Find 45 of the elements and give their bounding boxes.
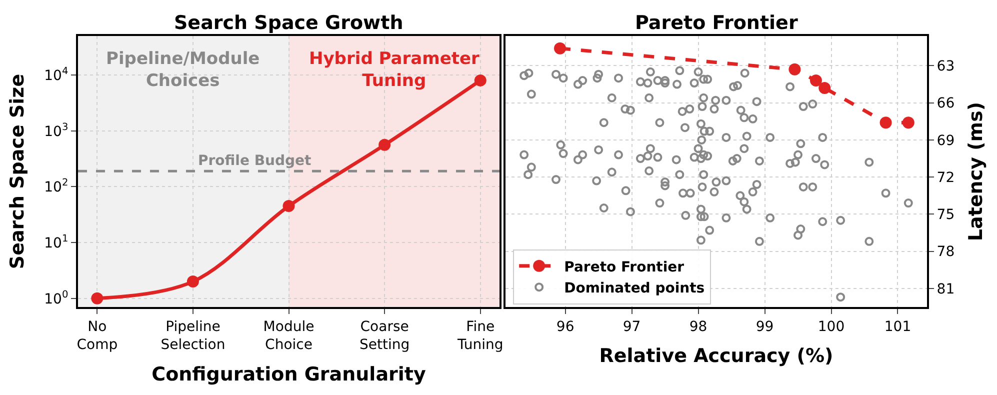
point bbox=[554, 42, 566, 54]
point bbox=[810, 74, 822, 87]
y2-tick-label: 81 bbox=[936, 281, 955, 298]
x-tick-label: 99 bbox=[756, 318, 774, 335]
y2-tick-label: 63 bbox=[936, 58, 955, 75]
x-axis-title: Relative Accuracy (%) bbox=[599, 345, 834, 368]
x-tick-label: Pipeline Selection bbox=[160, 318, 226, 353]
x-tick-label: Module Choice bbox=[263, 318, 314, 353]
y2-tick-label: 66 bbox=[936, 96, 955, 112]
y-tick-label: 10$^{3}$ bbox=[44, 122, 68, 140]
x-tick-label: 98 bbox=[689, 318, 708, 335]
y2-tick-label: 75 bbox=[936, 207, 955, 224]
ref-line-label: Profile Budget bbox=[198, 153, 312, 169]
point bbox=[818, 82, 831, 94]
x-tick-label: 96 bbox=[556, 318, 574, 335]
x-tick-label: No Comp bbox=[76, 318, 118, 353]
chart-title: Search Space Growth bbox=[174, 12, 404, 34]
x-tick-label: 100 bbox=[818, 318, 845, 335]
point bbox=[91, 292, 104, 304]
point bbox=[186, 276, 199, 288]
x-tick-label: 101 bbox=[884, 318, 912, 335]
y-axis-title: Search Space Size bbox=[6, 74, 28, 270]
x-axis-title: Configuration Granularity bbox=[152, 363, 426, 386]
y-tick-label: 10$^{1}$ bbox=[44, 234, 68, 252]
point bbox=[902, 116, 914, 129]
x-tick-label: 97 bbox=[622, 318, 641, 335]
y-tick-label: 10$^{4}$ bbox=[44, 66, 68, 84]
y-tick-label: 10$^{2}$ bbox=[44, 178, 68, 196]
band-label: Hybrid Parameter Tuning bbox=[309, 49, 480, 92]
y2-tick-label: 69 bbox=[936, 132, 955, 149]
point bbox=[880, 116, 892, 129]
point bbox=[788, 63, 801, 76]
y2-tick-label: 72 bbox=[936, 170, 955, 186]
y2-axis-title: Latency (ms) bbox=[965, 102, 988, 242]
chart-title: Pareto Frontier bbox=[635, 12, 798, 34]
x-tick-label: Fine Tuning bbox=[456, 318, 504, 353]
x-tick-label: Coarse Setting bbox=[360, 318, 410, 353]
legend-label: Pareto Frontier bbox=[564, 259, 684, 276]
band-label: Pipeline/Module Choices bbox=[106, 49, 260, 92]
point bbox=[378, 138, 391, 151]
y-tick-label: 10$^{0}$ bbox=[44, 289, 68, 308]
point bbox=[474, 74, 486, 86]
point bbox=[282, 200, 295, 212]
y2-tick-label: 78 bbox=[936, 244, 955, 260]
legend-label: Dominated points bbox=[564, 280, 705, 297]
